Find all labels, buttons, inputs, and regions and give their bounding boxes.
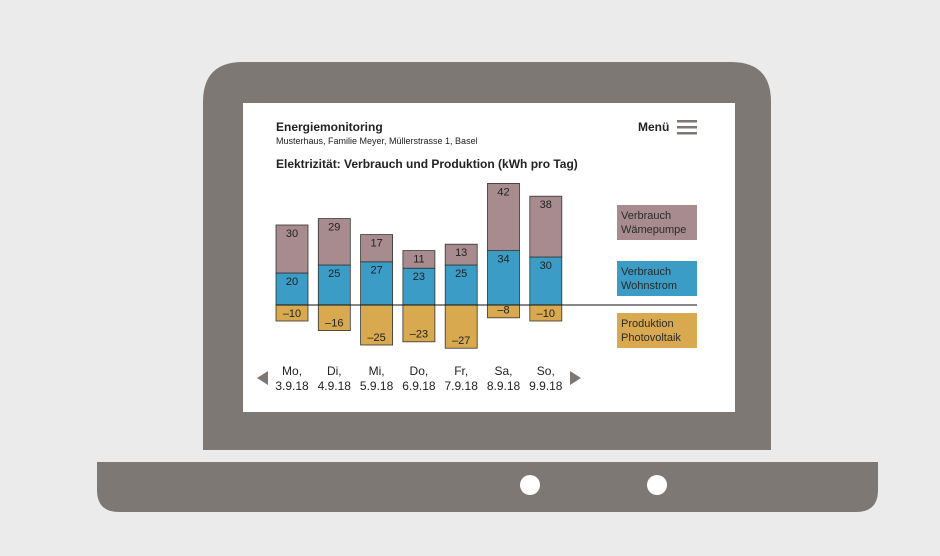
- bar-segment: [529, 195, 563, 258]
- bar-segment: [444, 304, 478, 349]
- value-label: –10: [283, 308, 301, 320]
- value-label: 25: [455, 268, 467, 280]
- bar-segment: [444, 264, 478, 306]
- plot: 20 30 –10 25 29 –16 27 17 –25 23 11 –23 25 13 –27 34 42 –…: [275, 182, 697, 349]
- value-label: 29: [328, 222, 340, 234]
- x-tick-label: Sa, 8.9.18: [486, 364, 521, 393]
- value-label: –8: [497, 305, 509, 317]
- x-tick-label: Di, 4.9.18: [317, 364, 351, 393]
- chart-title: Elektrizität: Verbrauch und Produktion (…: [276, 157, 578, 171]
- value-label: 27: [370, 265, 382, 277]
- menu-bar: [677, 132, 697, 135]
- legend-entry: Produktion Photovoltaik: [617, 313, 697, 348]
- prev-arrow[interactable]: [257, 371, 268, 385]
- value-label: –27: [452, 335, 470, 347]
- menu-icon[interactable]: [677, 120, 697, 135]
- bar-segment: [275, 272, 309, 306]
- x-tick-label: Mo, 3.9.18: [275, 364, 309, 393]
- legend-entry: Verbrauch Wohnstrom: [617, 261, 697, 296]
- app-title: Energiemonitoring: [276, 120, 383, 134]
- bar-segment: [487, 182, 520, 251]
- bar-segment: [275, 224, 309, 274]
- bar-segment: [317, 264, 351, 306]
- bar-segment: [487, 250, 520, 306]
- menu-label[interactable]: Menü: [638, 120, 670, 134]
- bar-segment: [402, 250, 436, 269]
- value-label: 17: [370, 238, 382, 250]
- value-label: 11: [413, 254, 424, 266]
- value-label: 42: [497, 186, 509, 198]
- value-label: –23: [410, 329, 428, 341]
- x-tick-label: Fr, 7.9.18: [444, 364, 478, 393]
- value-label: 34: [497, 254, 509, 266]
- base-dot: [520, 475, 540, 495]
- value-label: 30: [540, 260, 552, 272]
- value-label: 20: [286, 276, 298, 288]
- x-tick-label: So, 9.9.18: [529, 364, 563, 393]
- x-tick-label: Mi, 5.9.18: [359, 364, 394, 393]
- bar-segment: [529, 256, 563, 306]
- menu-bar: [677, 120, 697, 123]
- legend-entry: Verbrauch Wämepumpe: [617, 205, 697, 240]
- value-label: 25: [328, 268, 340, 280]
- x-tick-label: Do, 6.9.18: [402, 364, 436, 393]
- value-label: –10: [537, 308, 555, 320]
- value-label: 30: [286, 228, 298, 240]
- value-label: –25: [367, 332, 385, 344]
- bar-segment: [444, 243, 478, 266]
- menu-bar: [677, 126, 697, 129]
- bar-segment: [317, 218, 351, 266]
- value-label: 13: [455, 247, 467, 259]
- bar-segment: [317, 304, 351, 332]
- bar-segment: [360, 304, 394, 346]
- value-label: –16: [325, 318, 343, 330]
- bar-segment: [360, 234, 394, 263]
- app-subtitle: Musterhaus, Familie Meyer, Müllerstrasse…: [276, 136, 478, 146]
- base-dot: [647, 475, 667, 495]
- laptop-base: [97, 462, 878, 512]
- value-label: 23: [413, 271, 425, 283]
- value-label: 38: [540, 199, 552, 211]
- next-arrow[interactable]: [570, 371, 581, 385]
